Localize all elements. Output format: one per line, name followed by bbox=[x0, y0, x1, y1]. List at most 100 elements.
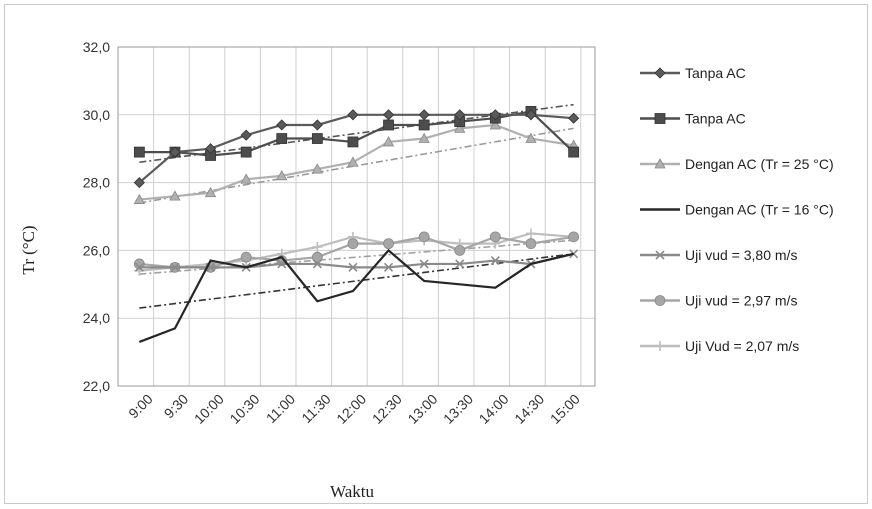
x-tick-label: 13:00 bbox=[404, 391, 440, 427]
legend-label: Tanpa AC bbox=[685, 65, 746, 81]
data-point bbox=[382, 136, 395, 147]
y-tick-label: 22,0 bbox=[83, 378, 110, 394]
data-point bbox=[311, 163, 324, 174]
data-point bbox=[525, 238, 537, 250]
data-point bbox=[569, 249, 579, 259]
data-point bbox=[311, 133, 323, 144]
data-point bbox=[490, 256, 500, 266]
data-point bbox=[419, 259, 429, 269]
data-point bbox=[312, 242, 323, 253]
y-tick-label: 30,0 bbox=[83, 107, 110, 123]
plot-area bbox=[117, 46, 596, 387]
trendline bbox=[139, 252, 574, 309]
y-tick-label: 28,0 bbox=[83, 175, 110, 191]
data-point bbox=[654, 67, 666, 79]
chart-frame bbox=[4, 4, 868, 504]
y-tick-label: 24,0 bbox=[83, 310, 110, 326]
legend-label: Dengan AC (Tr = 16 °C) bbox=[685, 202, 834, 218]
data-point bbox=[347, 238, 359, 250]
series bbox=[133, 109, 580, 189]
data-point bbox=[525, 132, 537, 143]
data-point bbox=[418, 119, 430, 131]
data-point bbox=[240, 251, 252, 263]
series-line bbox=[139, 123, 574, 201]
data-point bbox=[347, 156, 359, 167]
grid bbox=[117, 46, 596, 387]
legend-label: Tanpa AC bbox=[685, 111, 746, 127]
data-point bbox=[204, 186, 217, 198]
data-point bbox=[347, 136, 359, 148]
x-tick-label: 10:30 bbox=[226, 391, 262, 427]
legend-item: Tanpa AC bbox=[640, 65, 746, 81]
x-tick-label: 14:30 bbox=[511, 391, 547, 427]
data-point bbox=[276, 119, 288, 131]
trendline bbox=[139, 239, 574, 275]
legend-item: Dengan AC (Tr = 25 °C) bbox=[640, 156, 834, 172]
x-axis-title: Waktu bbox=[330, 482, 374, 501]
data-point bbox=[312, 259, 322, 269]
legend-label: Dengan AC (Tr = 25 °C) bbox=[685, 156, 834, 172]
data-point bbox=[418, 132, 430, 143]
legend-label: Uji Vud = 2,07 m/s bbox=[685, 338, 799, 354]
series-line bbox=[138, 248, 574, 343]
data-point bbox=[568, 146, 580, 158]
data-point bbox=[348, 262, 358, 272]
data-point bbox=[240, 146, 252, 158]
data-point bbox=[655, 250, 665, 260]
data-point bbox=[133, 193, 146, 204]
data-point bbox=[276, 169, 288, 181]
data-point bbox=[170, 262, 180, 272]
data-point bbox=[454, 109, 466, 121]
tick-labels: 22,0 24,0 26,0 28,0 30,0 32,0 9:00 9:30 10:00 10:… bbox=[83, 39, 583, 427]
data-point bbox=[383, 262, 394, 272]
data-point bbox=[382, 109, 395, 121]
series-line bbox=[138, 113, 574, 184]
legend-item: Uji vud = 2,97 m/s bbox=[640, 293, 797, 309]
data-point bbox=[525, 228, 536, 239]
x-tick-label: 9:30 bbox=[161, 391, 192, 422]
data-point bbox=[418, 109, 430, 121]
data-point bbox=[489, 119, 502, 130]
series bbox=[134, 249, 579, 272]
y-tick-label: 32,0 bbox=[83, 39, 110, 55]
data-point bbox=[240, 129, 252, 141]
legend-label: Uji vud = 3,80 m/s bbox=[685, 247, 797, 263]
x-tick-label: 10:00 bbox=[191, 391, 227, 427]
series bbox=[138, 248, 574, 343]
data-point bbox=[383, 238, 394, 250]
data-point bbox=[133, 177, 145, 189]
data-point bbox=[455, 259, 465, 269]
data-point bbox=[454, 244, 466, 256]
data-point bbox=[454, 122, 466, 133]
data-point bbox=[489, 231, 501, 243]
data-point bbox=[276, 133, 288, 144]
data-point bbox=[568, 112, 580, 124]
data-point bbox=[568, 231, 580, 243]
data-point bbox=[525, 109, 537, 121]
legend-item: Uji vud = 3,80 m/s bbox=[640, 247, 797, 263]
data-point bbox=[240, 173, 252, 184]
legend-item: Dengan AC (Tr = 16 °C) bbox=[640, 202, 834, 218]
legend-item: Uji Vud = 2,07 m/s bbox=[640, 338, 799, 354]
data-point bbox=[655, 341, 665, 351]
data-point bbox=[654, 295, 666, 306]
legend-item: Tanpa AC bbox=[640, 111, 746, 127]
x-tick-label: 9:00 bbox=[125, 391, 156, 422]
data-point bbox=[311, 251, 323, 263]
legend: Tanpa AC Tanpa AC Dengan AC (Tr = 25 °C) De… bbox=[640, 65, 834, 354]
x-tick-label: 12:00 bbox=[333, 391, 369, 427]
y-axis-title: Tr (°C) bbox=[19, 225, 38, 274]
data-point bbox=[169, 146, 181, 158]
data-point bbox=[169, 190, 181, 201]
data-point bbox=[133, 146, 145, 158]
trendlines bbox=[139, 103, 574, 309]
series-lines bbox=[133, 106, 580, 343]
data-point bbox=[347, 109, 359, 121]
series bbox=[133, 119, 580, 204]
data-point bbox=[383, 119, 394, 131]
x-tick-label: 13:30 bbox=[440, 391, 476, 427]
x-tick-label: 11:00 bbox=[263, 391, 299, 427]
x-tick-label: 12:30 bbox=[369, 391, 405, 427]
data-point bbox=[654, 113, 666, 124]
